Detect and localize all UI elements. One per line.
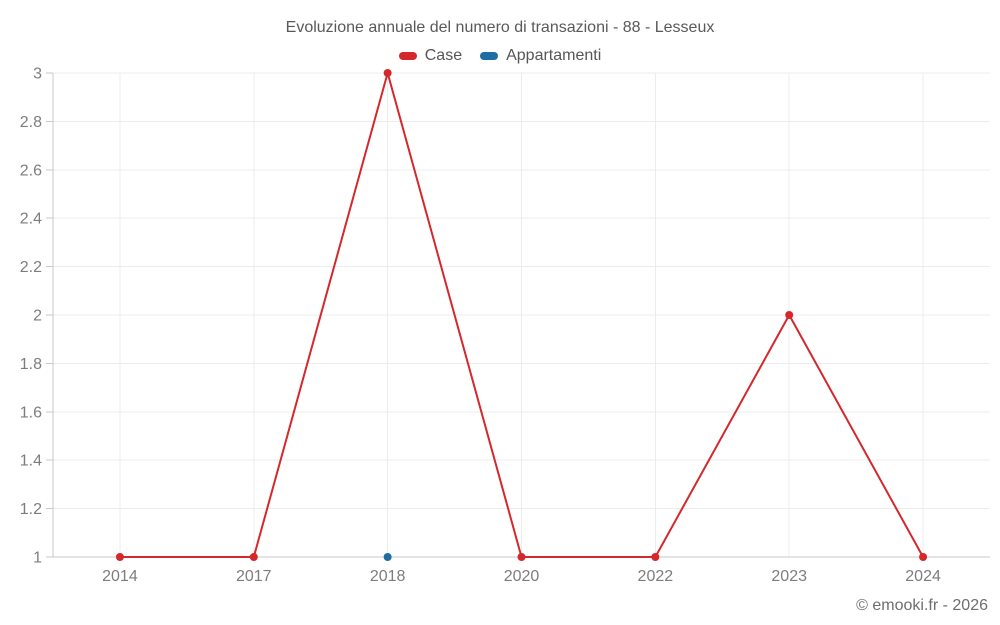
y-tick-label-1.2: 1.2: [20, 501, 42, 518]
data-point-case-2014[interactable]: [115, 553, 124, 561]
y-tick-label-2.4: 2.4: [20, 211, 42, 228]
legend-label-case: Case: [424, 47, 463, 64]
data-point-case-2024[interactable]: [919, 553, 928, 561]
y-tick-label-2: 2: [33, 308, 42, 325]
data-point-case-2023[interactable]: [785, 311, 794, 319]
y-tick-label-1.6: 1.6: [20, 404, 42, 421]
y-tick-label-1: 1: [33, 550, 42, 567]
y-tick-label-2.8: 2.8: [20, 114, 42, 131]
data-point-case-2018[interactable]: [383, 69, 392, 77]
footer-credit: © emooki.fr - 2026: [856, 597, 988, 614]
legend-item-appartamenti[interactable]: Appartamenti: [480, 47, 601, 65]
y-tick-label-2.2: 2.2: [20, 259, 42, 276]
legend-item-case[interactable]: Case: [398, 47, 463, 65]
y-tick-label-2.6: 2.6: [20, 162, 42, 179]
x-tick-label-2020: 2020: [504, 568, 540, 585]
x-tick-label-2024: 2024: [905, 568, 941, 585]
x-tick-label-2018: 2018: [370, 568, 406, 585]
legend-swatch-case: [398, 52, 417, 60]
legend-swatch-appartamenti: [480, 52, 499, 60]
x-tick-label-2017: 2017: [236, 568, 272, 585]
data-point-case-2022[interactable]: [651, 553, 660, 561]
chart-legend: Case Appartamenti: [0, 47, 1000, 65]
x-tick-label-2023: 2023: [771, 568, 807, 585]
data-point-case-2017[interactable]: [249, 553, 258, 561]
data-point-case-2020[interactable]: [517, 553, 526, 561]
y-tick-label-3: 3: [33, 66, 42, 83]
chart-title: Evoluzione annuale del numero di transaz…: [285, 19, 715, 36]
legend-label-appartamenti: Appartamenti: [506, 47, 602, 64]
data-point-appartamenti-2018[interactable]: [383, 553, 392, 561]
y-tick-label-1.4: 1.4: [20, 453, 42, 470]
x-tick-label-2022: 2022: [638, 568, 674, 585]
y-tick-label-1.8: 1.8: [20, 356, 42, 373]
x-tick-label-2014: 2014: [102, 568, 138, 585]
